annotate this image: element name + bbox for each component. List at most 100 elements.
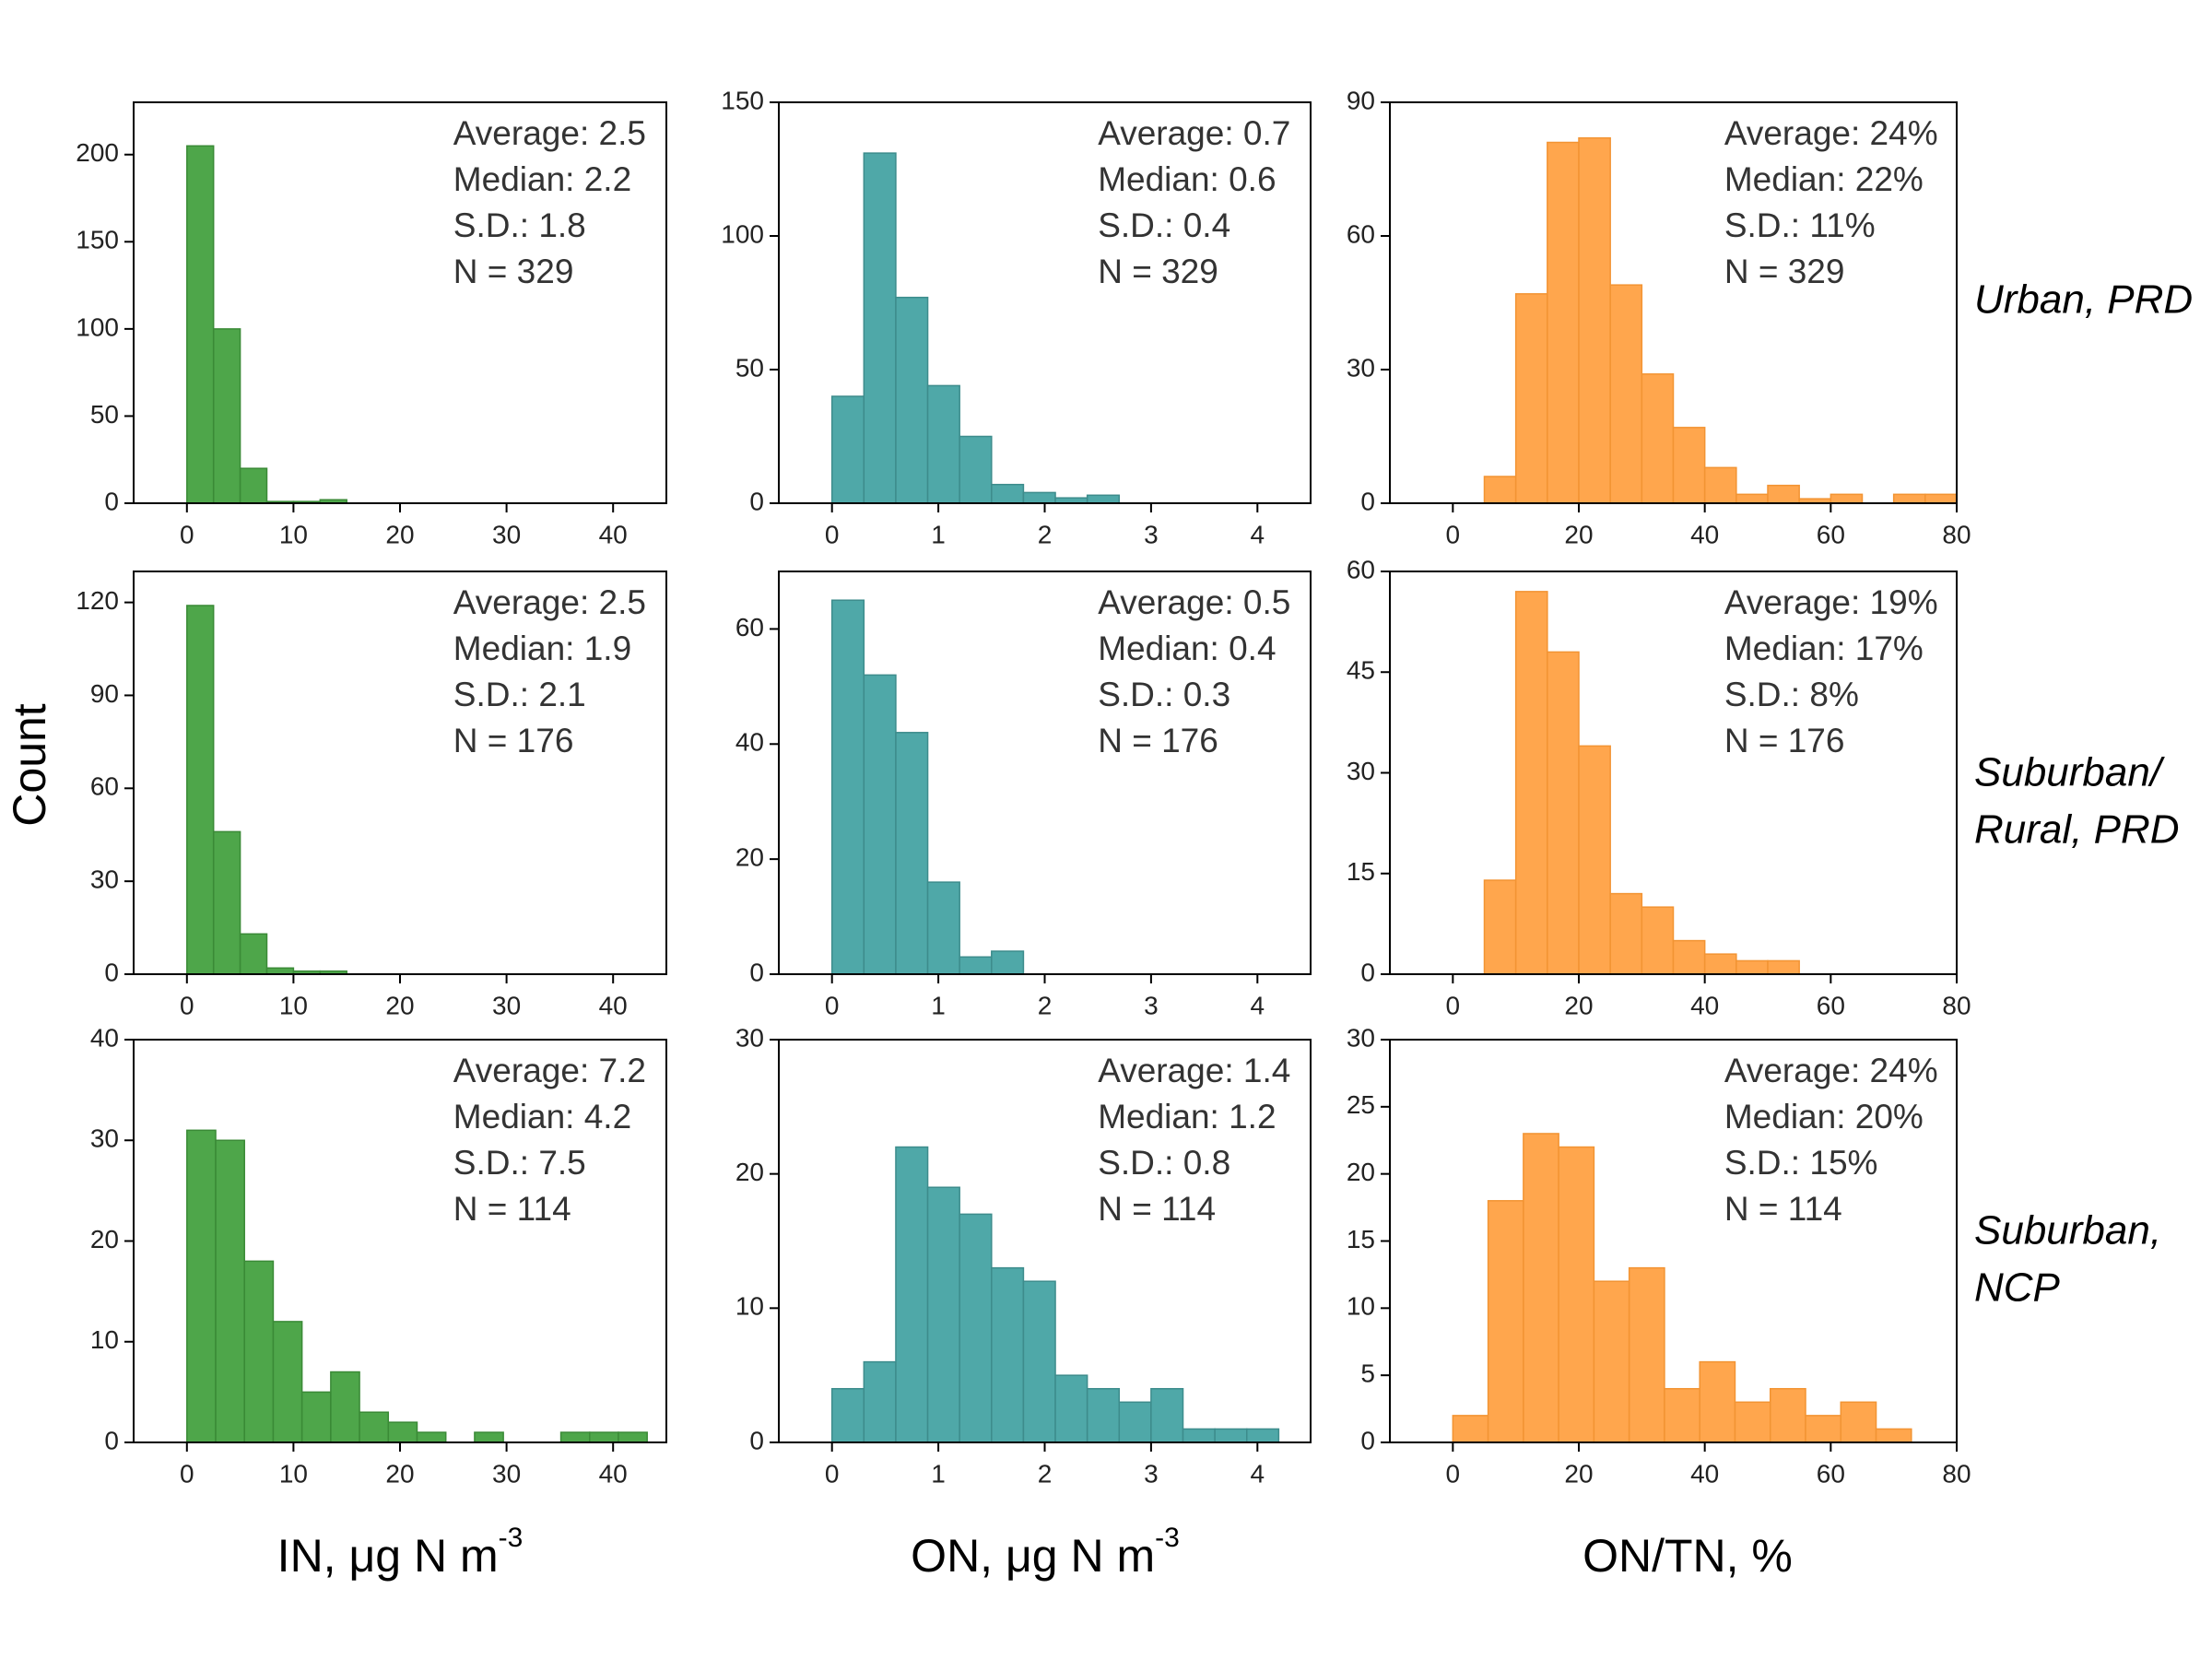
histogram-panel: 0 20 40 60 80 0 5 10 15 20 25 30 Average: 24% Median:… (1347, 1023, 1971, 1488)
y-tick-label: 20 (735, 843, 764, 872)
annotation: S.D.: 0.4 (1098, 206, 1230, 244)
bar (559, 1431, 591, 1443)
y-tick-label: 30 (1347, 757, 1375, 785)
bar (1578, 745, 1611, 975)
x-tick-label: 30 (492, 991, 521, 1019)
x-tick-label: 80 (1942, 991, 1971, 1019)
bar (1547, 141, 1580, 504)
annotation: N = 176 (453, 722, 574, 759)
bar (830, 395, 865, 504)
y-tick-label: 100 (76, 312, 119, 341)
bar (618, 1431, 648, 1443)
bar (186, 605, 215, 975)
annotation: Median: 4.2 (453, 1098, 631, 1135)
x-tick-label: 80 (1942, 1459, 1971, 1488)
bar (1735, 959, 1769, 975)
annotation: Median: 1.2 (1098, 1098, 1276, 1135)
annotation: Median: 20% (1724, 1098, 1924, 1135)
bar (926, 384, 960, 504)
x-tick-label: 3 (1144, 520, 1159, 548)
histogram-panel: 0 10 20 30 40 0 10 20 30 40 Average: 7.2 Median: 4.… (90, 1023, 667, 1488)
x-tick-label: 40 (1690, 520, 1719, 548)
bar (212, 830, 241, 975)
x-tick-label: 0 (1446, 1459, 1461, 1488)
x-tick-label: 60 (1817, 1459, 1845, 1488)
y-tick-label: 5 (1360, 1359, 1375, 1388)
bar (1641, 906, 1675, 975)
x-tick-label: 60 (1817, 520, 1845, 548)
y-tick-label: 25 (1347, 1090, 1375, 1119)
y-tick-label: 150 (76, 226, 119, 254)
y-tick-label: 90 (1347, 86, 1375, 114)
annotation: N = 114 (1098, 1190, 1216, 1228)
bar (239, 467, 268, 504)
y-tick-label: 20 (735, 1158, 764, 1186)
annotation: Average: 19% (1724, 583, 1938, 621)
bar (1547, 651, 1580, 975)
bar (1769, 1387, 1806, 1443)
bar (474, 1431, 504, 1443)
y-tick-label: 90 (90, 679, 119, 708)
y-tick-label: 10 (90, 1325, 119, 1354)
bar (1703, 953, 1737, 975)
y-tick-label: 60 (1347, 555, 1375, 583)
bar (1924, 493, 1958, 504)
x-tick-label: 0 (180, 1459, 194, 1488)
bar (1628, 1266, 1665, 1443)
bar (330, 1371, 360, 1443)
annotation: Median: 0.6 (1098, 160, 1276, 198)
bar (416, 1431, 447, 1443)
bar (1892, 493, 1926, 504)
bar (1558, 1146, 1595, 1443)
x-axis-label-text: ON, μg N m (911, 1530, 1155, 1582)
bar (1086, 1387, 1121, 1443)
annotation: N = 329 (1098, 253, 1218, 290)
annotation: Average: 24% (1724, 1052, 1938, 1089)
bar (1830, 493, 1864, 504)
y-axis-label: Count (4, 703, 55, 827)
bar (863, 1360, 897, 1443)
x-tick-label: 0 (825, 520, 840, 548)
x-tick-label: 0 (825, 1459, 840, 1488)
annotation: Average: 1.4 (1098, 1052, 1290, 1089)
bar (387, 1421, 418, 1443)
x-tick-label: 2 (1038, 991, 1053, 1019)
annotation: N = 329 (453, 253, 574, 290)
y-tick-label: 150 (721, 86, 764, 114)
annotation: Median: 1.9 (453, 629, 631, 667)
bar (1523, 1133, 1559, 1443)
x-tick-label: 20 (385, 991, 414, 1019)
x-tick-label: 40 (599, 1459, 628, 1488)
histogram-panel: 0 10 20 30 40 0 50 100 150 200 Average: 2.5 Median:… (76, 101, 667, 548)
annotation: Average: 0.5 (1098, 583, 1290, 621)
y-tick-label: 20 (1347, 1158, 1375, 1186)
bar (1641, 373, 1675, 504)
bar (1022, 1280, 1056, 1443)
y-tick-label: 10 (735, 1292, 764, 1321)
x-tick-label: 0 (1446, 520, 1461, 548)
bar (265, 967, 295, 975)
annotation: Median: 22% (1724, 160, 1924, 198)
bar (1214, 1428, 1248, 1443)
bar (215, 1139, 245, 1443)
annotation: Average: 2.5 (453, 114, 646, 152)
x-tick-label: 10 (279, 1459, 308, 1488)
x-axis-label-text: ON/TN, % (1583, 1530, 1793, 1582)
annotation: Median: 17% (1724, 629, 1924, 667)
x-tick-label: 40 (599, 991, 628, 1019)
x-tick-label: 2 (1038, 1459, 1053, 1488)
bar (1514, 293, 1548, 504)
y-tick-label: 30 (90, 1124, 119, 1153)
bar (1735, 493, 1769, 504)
bar (1118, 1401, 1152, 1443)
y-tick-label: 40 (90, 1023, 119, 1052)
y-tick-label: 40 (735, 728, 764, 757)
y-tick-label: 0 (1360, 958, 1375, 986)
y-tick-label: 100 (721, 219, 764, 248)
bar (1483, 879, 1517, 975)
y-tick-label: 60 (90, 772, 119, 801)
bar (959, 1213, 993, 1443)
bar (1767, 484, 1800, 504)
x-tick-label: 1 (931, 991, 946, 1019)
row-label: Suburban/ (1974, 750, 2165, 795)
